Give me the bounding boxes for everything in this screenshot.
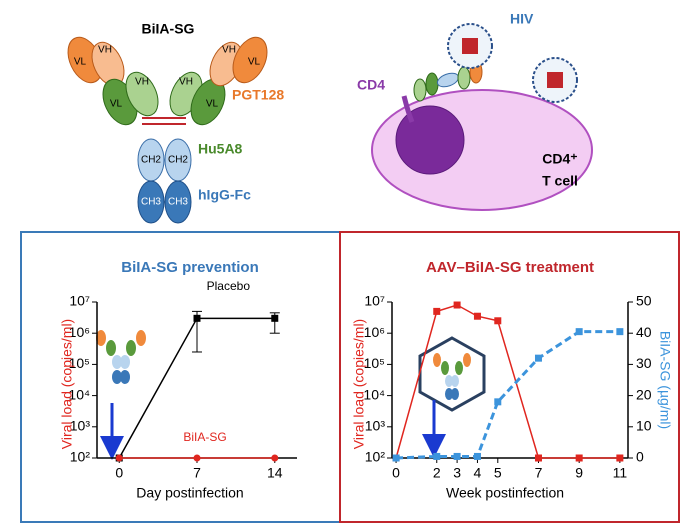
x-tick-label: 11 bbox=[613, 465, 628, 481]
point bbox=[453, 452, 461, 460]
y-tick-label: 10⁵ bbox=[69, 355, 90, 371]
chart-title: AAV–BiIA-SG treatment bbox=[426, 259, 594, 276]
y-tick-label: 10² bbox=[365, 449, 386, 465]
series-label: Placebo bbox=[207, 279, 251, 293]
point bbox=[271, 454, 279, 462]
arm-label: VL bbox=[74, 57, 87, 68]
point bbox=[473, 312, 481, 320]
arm-label: VH bbox=[222, 45, 236, 56]
y2-tick-label: 40 bbox=[636, 324, 652, 340]
y-tick-label: 10² bbox=[70, 449, 91, 465]
y2-tick-label: 20 bbox=[636, 386, 652, 402]
domain-label: CH2 bbox=[168, 155, 188, 166]
point bbox=[453, 301, 461, 309]
point bbox=[494, 398, 502, 406]
arm-labels: VL VH VL VH VH VL VH VL bbox=[74, 45, 261, 110]
x-axis-label: Day postinfection bbox=[136, 485, 243, 501]
point bbox=[473, 452, 481, 460]
point bbox=[494, 317, 502, 325]
x-tick-label: 3 bbox=[453, 465, 461, 481]
hu5a8-label: Hu5A8 bbox=[198, 141, 243, 157]
antibody bbox=[67, 36, 268, 224]
point bbox=[575, 454, 583, 462]
arm-label: VH bbox=[135, 77, 149, 88]
point bbox=[193, 454, 201, 462]
y-tick-label: 10⁴ bbox=[68, 386, 90, 402]
point bbox=[575, 328, 583, 336]
series-label: BiIA-SG bbox=[183, 430, 226, 444]
cell-label: T cell bbox=[542, 173, 578, 189]
point bbox=[433, 307, 441, 315]
x-tick-label: 5 bbox=[494, 465, 502, 481]
arm-label: VL bbox=[110, 99, 123, 110]
cell bbox=[371, 23, 593, 211]
y2-tick-label: 0 bbox=[636, 449, 644, 465]
point bbox=[115, 454, 123, 462]
arm-label: VL bbox=[206, 99, 219, 110]
y-tick-label: 10³ bbox=[365, 418, 386, 434]
y-tick-label: 10⁴ bbox=[363, 386, 385, 402]
point bbox=[534, 454, 542, 462]
x-tick-label: 7 bbox=[535, 465, 543, 481]
point bbox=[534, 354, 542, 362]
point bbox=[616, 454, 624, 462]
y-tick-label: 10⁶ bbox=[364, 324, 385, 340]
y-tick-label: 10⁷ bbox=[69, 293, 90, 309]
point bbox=[271, 314, 279, 322]
arm-label: VH bbox=[98, 45, 112, 56]
y2-axis-label: BiIA-SG (µg/ml) bbox=[657, 331, 673, 429]
point bbox=[616, 328, 624, 336]
point bbox=[193, 314, 201, 322]
point bbox=[433, 452, 441, 460]
y-axis-label: Viral load (copies/ml) bbox=[351, 319, 367, 449]
y2-tick-label: 10 bbox=[636, 418, 652, 434]
y-axis-label: Viral load (copies/ml) bbox=[59, 319, 75, 449]
point bbox=[392, 454, 400, 462]
arm-label: VH bbox=[179, 77, 193, 88]
x-tick-label: 14 bbox=[267, 465, 283, 481]
chart-title: BiIA-SG prevention bbox=[121, 259, 259, 276]
y-tick-label: 10⁶ bbox=[69, 324, 90, 340]
x-axis-label: Week postinfection bbox=[446, 485, 564, 501]
y-tick-label: 10⁷ bbox=[364, 293, 385, 309]
antibody-icon bbox=[96, 330, 146, 384]
fc-label: hIgG-Fc bbox=[198, 187, 251, 203]
y2-tick-label: 50 bbox=[636, 293, 652, 309]
x-tick-label: 4 bbox=[474, 465, 482, 481]
y-tick-label: 10³ bbox=[70, 418, 91, 434]
x-tick-label: 2 bbox=[433, 465, 441, 481]
aav-icon bbox=[418, 336, 486, 412]
domain-label: CH3 bbox=[168, 197, 188, 208]
domain-label: CH2 bbox=[141, 155, 161, 166]
cell-label: CD4⁺ bbox=[542, 151, 577, 167]
hiv-label: HIV bbox=[510, 11, 534, 27]
y-tick-label: 10⁵ bbox=[364, 355, 385, 371]
domain-label: CH3 bbox=[141, 197, 161, 208]
x-tick-label: 9 bbox=[575, 465, 583, 481]
cd4-label: CD4 bbox=[357, 77, 385, 93]
pgt128-label: PGT128 bbox=[232, 87, 284, 103]
x-tick-label: 0 bbox=[392, 465, 400, 481]
arm-label: VL bbox=[248, 57, 261, 68]
panel-frame bbox=[339, 231, 680, 523]
y2-tick-label: 30 bbox=[636, 355, 652, 371]
x-tick-label: 0 bbox=[115, 465, 123, 481]
x-tick-label: 7 bbox=[193, 465, 201, 481]
diagram-title: BiIA-SG bbox=[142, 21, 195, 37]
